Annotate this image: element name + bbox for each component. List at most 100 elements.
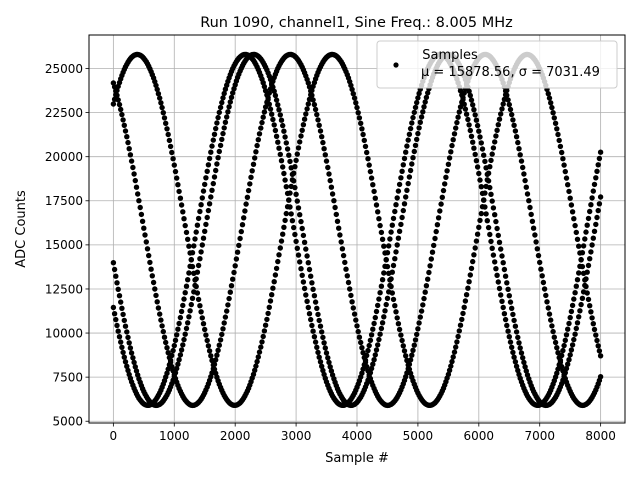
data-point-s3 (326, 359, 332, 366)
data-point-s3 (593, 221, 599, 228)
data-point-s1 (128, 158, 135, 164)
data-point-s4 (303, 292, 309, 298)
data-point-s3 (594, 214, 600, 221)
data-point-s1 (244, 194, 251, 200)
data-point-s3 (585, 262, 592, 269)
data-point-s3 (394, 242, 400, 248)
data-point-s4 (261, 83, 268, 90)
data-point-s1 (146, 252, 152, 259)
data-point-s4 (375, 302, 381, 309)
data-point-s1 (535, 252, 542, 259)
data-point-s4 (502, 316, 509, 323)
data-point-s3 (500, 260, 506, 266)
data-point-s4 (561, 342, 567, 349)
data-point-s4 (287, 204, 293, 210)
data-point-s3 (582, 282, 588, 289)
data-point-s1 (126, 146, 132, 152)
data-point-s4 (383, 256, 389, 263)
data-point-s4 (204, 168, 210, 174)
data-point-s1 (226, 295, 232, 302)
data-point-s3 (414, 136, 420, 143)
data-point-s4 (595, 162, 601, 168)
data-point-s2 (183, 229, 190, 236)
data-point-s2 (568, 202, 575, 208)
data-point-s1 (259, 119, 265, 126)
data-point-s1 (422, 289, 428, 295)
data-point-s3 (395, 235, 402, 241)
data-point-s1 (426, 269, 432, 276)
data-point-s3 (378, 325, 385, 332)
data-point-s3 (226, 104, 232, 110)
data-point-s4 (393, 202, 399, 208)
data-point-s2 (360, 131, 366, 138)
data-point-s3 (379, 320, 386, 326)
data-point-s4 (485, 224, 492, 231)
data-point-s2 (461, 304, 467, 310)
data-point-s2 (494, 127, 500, 133)
data-point-s3 (485, 178, 492, 184)
data-point-s4 (367, 337, 374, 343)
data-point-s1 (425, 276, 431, 282)
data-points (110, 51, 604, 409)
data-point-s3 (174, 365, 180, 372)
data-point-s3 (386, 289, 392, 295)
data-point-s3 (400, 207, 406, 214)
data-point-s2 (205, 343, 212, 349)
data-point-s3 (121, 317, 128, 324)
data-point-s2 (261, 328, 268, 334)
data-point-s4 (178, 308, 185, 315)
data-point-s2 (498, 111, 504, 117)
data-point-s2 (450, 354, 456, 360)
data-point-s4 (300, 279, 307, 285)
data-point-s4 (165, 366, 171, 372)
data-point-s3 (387, 282, 393, 289)
data-point-s1 (437, 208, 443, 214)
legend-entry: μ = 15878.56, σ = 7031.49 (421, 65, 600, 80)
data-point-s2 (258, 344, 264, 350)
data-point-s3 (271, 88, 277, 94)
data-point-s2 (371, 188, 377, 195)
data-point-s1 (554, 345, 560, 351)
data-point-s3 (404, 187, 410, 193)
data-point-s2 (304, 106, 310, 112)
data-point-s3 (203, 221, 209, 228)
data-point-s4 (576, 270, 582, 276)
data-point-s4 (193, 229, 199, 235)
data-point-s3 (110, 260, 117, 266)
data-point-s2 (392, 303, 398, 309)
data-point-s3 (315, 311, 321, 318)
data-point-s2 (366, 162, 372, 168)
data-point-s4 (556, 362, 562, 368)
data-point-s3 (512, 323, 519, 329)
data-point-s4 (286, 197, 292, 203)
data-point-s1 (142, 232, 148, 238)
data-point-s1 (227, 289, 233, 295)
data-point-s2 (176, 188, 182, 195)
data-point-s2 (297, 139, 303, 145)
data-point-s3 (473, 117, 480, 123)
data-point-s4 (116, 334, 123, 340)
data-point-s3 (479, 146, 486, 152)
data-point-s3 (289, 171, 296, 177)
data-point-s3 (172, 370, 179, 376)
data-point-s4 (277, 151, 283, 158)
data-point-s2 (299, 127, 305, 133)
data-point-s1 (237, 235, 243, 242)
data-point-s4 (214, 120, 220, 126)
data-point-s4 (187, 263, 193, 269)
data-point-s2 (596, 348, 603, 354)
data-point-s1 (344, 273, 350, 279)
data-point-s3 (320, 334, 326, 341)
data-point-s4 (215, 114, 221, 121)
data-point-s2 (379, 236, 386, 242)
data-point-s4 (294, 245, 300, 251)
data-point-s2 (262, 322, 269, 328)
data-point-s3 (478, 140, 484, 146)
x-tick-label: 4000 (342, 429, 373, 443)
data-point-s2 (155, 91, 162, 97)
data-point-s3 (580, 289, 587, 295)
data-point-s2 (499, 106, 505, 112)
data-point-s1 (315, 117, 321, 123)
x-tick-label: 3000 (281, 429, 312, 443)
data-point-s3 (298, 218, 304, 225)
